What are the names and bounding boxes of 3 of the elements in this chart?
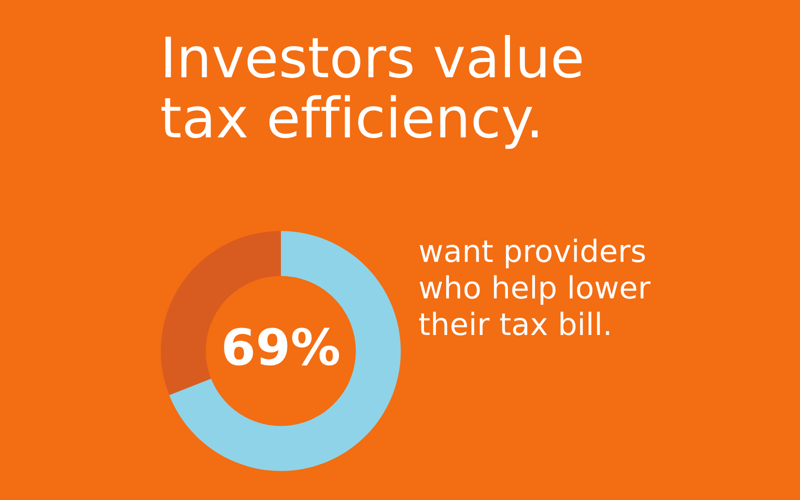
data-label: 69% xyxy=(224,328,340,366)
chart-title: Investors value tax efficiency. xyxy=(161,35,582,149)
text: want providers who help lower their tax bill. xyxy=(419,238,650,336)
